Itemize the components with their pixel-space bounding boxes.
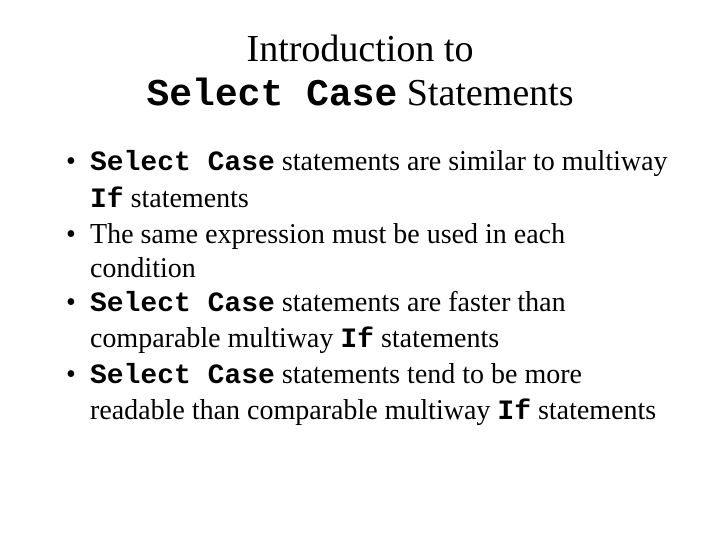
code-span: If: [90, 185, 124, 216]
code-span: Select Case: [90, 289, 275, 320]
title-line2-rest: Statements: [397, 72, 573, 114]
text-span: statements: [531, 395, 656, 426]
list-item: Select Case statements are faster than c…: [66, 286, 672, 358]
slide: Introduction to Select Case Statements S…: [0, 0, 720, 540]
list-item: Select Case statements are similar to mu…: [66, 145, 672, 217]
code-span: Select Case: [90, 361, 275, 392]
text-span: The same expression must be used in each…: [90, 219, 565, 284]
code-span: If: [497, 397, 531, 428]
bullet-list: Select Case statements are similar to mu…: [48, 145, 672, 430]
text-span: statements: [124, 183, 249, 214]
title-line1: Introduction to: [247, 28, 474, 70]
title-code: Select Case: [146, 74, 397, 117]
code-span: Select Case: [90, 148, 275, 179]
list-item: The same expression must be used in each…: [66, 218, 672, 286]
text-span: statements are similar to multiway: [275, 146, 668, 177]
list-item: Select Case statements tend to be more r…: [66, 358, 672, 430]
text-span: statements: [374, 323, 499, 354]
code-span: If: [340, 325, 374, 356]
slide-title: Introduction to Select Case Statements: [48, 28, 672, 117]
